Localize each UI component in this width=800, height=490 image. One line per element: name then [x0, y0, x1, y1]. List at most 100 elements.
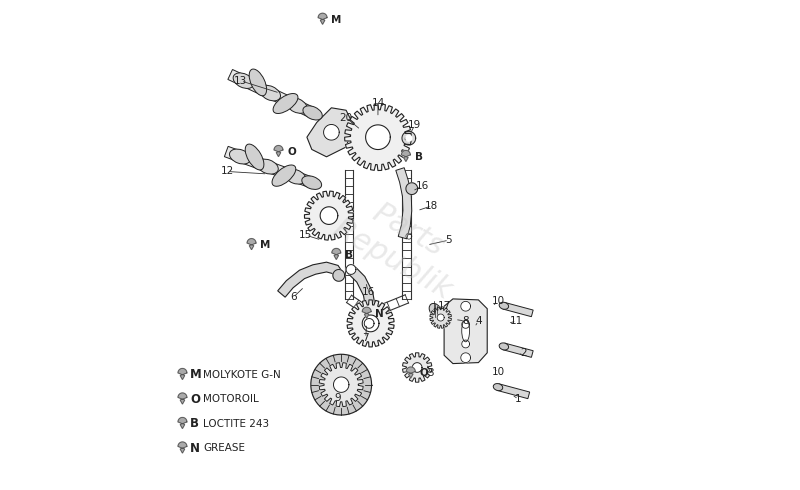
Ellipse shape [233, 73, 254, 88]
Polygon shape [228, 70, 313, 117]
Polygon shape [402, 131, 416, 145]
Text: 2: 2 [520, 348, 526, 358]
Text: 12: 12 [221, 167, 234, 176]
Ellipse shape [230, 149, 250, 164]
Text: 16: 16 [362, 287, 374, 296]
Polygon shape [497, 384, 530, 399]
Text: 18: 18 [426, 201, 438, 211]
Polygon shape [347, 266, 375, 324]
Ellipse shape [494, 384, 502, 391]
Polygon shape [402, 353, 432, 382]
Polygon shape [396, 168, 412, 239]
Polygon shape [305, 191, 354, 240]
Polygon shape [406, 183, 418, 195]
Text: GREASE: GREASE [203, 443, 245, 453]
Text: 13: 13 [234, 76, 247, 86]
Polygon shape [178, 417, 187, 428]
Polygon shape [320, 207, 338, 224]
Polygon shape [334, 377, 349, 392]
Ellipse shape [302, 176, 322, 190]
Text: O: O [190, 393, 200, 406]
Polygon shape [224, 147, 311, 187]
Text: O: O [287, 147, 296, 157]
Polygon shape [333, 270, 345, 281]
Polygon shape [311, 354, 371, 415]
Text: 10: 10 [491, 368, 505, 377]
Ellipse shape [303, 106, 322, 120]
Text: 14: 14 [371, 98, 385, 108]
Ellipse shape [429, 303, 442, 317]
Polygon shape [406, 367, 415, 378]
Polygon shape [345, 104, 411, 171]
Polygon shape [323, 124, 339, 140]
Polygon shape [412, 363, 422, 372]
Polygon shape [318, 13, 327, 24]
Text: 8: 8 [462, 316, 469, 326]
Text: 3: 3 [427, 368, 434, 378]
Polygon shape [503, 343, 533, 357]
Polygon shape [437, 314, 444, 321]
Ellipse shape [273, 94, 298, 114]
Text: 10: 10 [491, 296, 505, 306]
Polygon shape [462, 320, 470, 328]
Text: 4: 4 [475, 316, 482, 326]
Polygon shape [278, 262, 343, 297]
Text: O: O [420, 368, 428, 378]
Text: 6: 6 [290, 293, 297, 302]
Polygon shape [332, 248, 341, 260]
Polygon shape [402, 150, 410, 161]
Polygon shape [362, 315, 379, 332]
Polygon shape [307, 108, 354, 157]
Text: 9: 9 [334, 393, 341, 403]
Text: M: M [331, 15, 342, 24]
Polygon shape [362, 307, 371, 318]
Polygon shape [503, 302, 533, 317]
Polygon shape [247, 239, 256, 250]
Polygon shape [178, 368, 187, 379]
Polygon shape [430, 307, 451, 328]
Text: MOLYKOTE G-N: MOLYKOTE G-N [203, 370, 281, 380]
Polygon shape [364, 318, 374, 328]
Polygon shape [319, 363, 363, 407]
Text: N: N [375, 309, 384, 318]
Text: 11: 11 [510, 316, 523, 326]
Polygon shape [274, 146, 283, 157]
Text: N: N [190, 442, 200, 455]
Polygon shape [406, 135, 412, 141]
Ellipse shape [499, 302, 509, 309]
Ellipse shape [499, 343, 509, 350]
Ellipse shape [257, 159, 278, 174]
Text: 20: 20 [339, 113, 353, 122]
Text: M: M [190, 368, 202, 381]
Text: 5: 5 [446, 235, 452, 245]
Polygon shape [461, 353, 470, 363]
Ellipse shape [285, 169, 306, 184]
Ellipse shape [286, 98, 307, 113]
Polygon shape [346, 265, 356, 274]
Text: B: B [345, 250, 353, 260]
Ellipse shape [272, 165, 296, 186]
Text: B: B [190, 417, 199, 430]
Polygon shape [461, 301, 470, 311]
Polygon shape [347, 300, 394, 347]
Text: 16: 16 [415, 181, 429, 191]
Text: Parts
Republik: Parts Republik [327, 185, 473, 305]
Polygon shape [462, 340, 470, 348]
Polygon shape [178, 393, 187, 404]
Ellipse shape [260, 85, 281, 101]
Ellipse shape [249, 69, 266, 96]
Text: LOCTITE 243: LOCTITE 243 [203, 419, 269, 429]
Text: MOTOROIL: MOTOROIL [203, 394, 258, 404]
Text: 17: 17 [438, 301, 450, 311]
Polygon shape [444, 299, 487, 364]
Text: 7: 7 [362, 333, 369, 343]
Ellipse shape [462, 319, 470, 342]
Text: B: B [414, 152, 422, 162]
Text: 1: 1 [515, 394, 522, 404]
Polygon shape [178, 442, 187, 453]
Polygon shape [366, 125, 390, 149]
Text: M: M [260, 240, 270, 250]
Text: 19: 19 [408, 120, 422, 130]
Text: 15: 15 [299, 230, 313, 240]
Ellipse shape [246, 144, 264, 170]
